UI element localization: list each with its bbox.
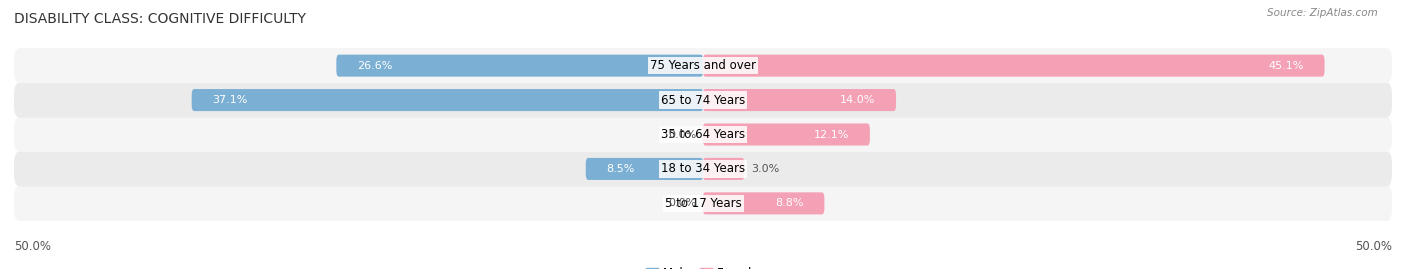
Text: Source: ZipAtlas.com: Source: ZipAtlas.com <box>1267 8 1378 18</box>
Text: 5 to 17 Years: 5 to 17 Years <box>665 197 741 210</box>
Text: 0.0%: 0.0% <box>668 198 696 208</box>
FancyBboxPatch shape <box>703 192 824 214</box>
Text: 18 to 34 Years: 18 to 34 Years <box>661 162 745 175</box>
Text: 0.0%: 0.0% <box>668 129 696 140</box>
Text: 3.0%: 3.0% <box>751 164 779 174</box>
FancyBboxPatch shape <box>191 89 703 111</box>
Text: 8.5%: 8.5% <box>606 164 636 174</box>
Text: 75 Years and over: 75 Years and over <box>650 59 756 72</box>
FancyBboxPatch shape <box>14 83 1392 118</box>
Text: 8.8%: 8.8% <box>775 198 804 208</box>
FancyBboxPatch shape <box>14 151 1392 186</box>
FancyBboxPatch shape <box>703 123 870 146</box>
Text: 37.1%: 37.1% <box>212 95 247 105</box>
FancyBboxPatch shape <box>703 158 744 180</box>
Text: 65 to 74 Years: 65 to 74 Years <box>661 94 745 107</box>
Text: 14.0%: 14.0% <box>839 95 875 105</box>
Text: 50.0%: 50.0% <box>1355 239 1392 253</box>
Legend: Male, Female: Male, Female <box>647 267 759 269</box>
FancyBboxPatch shape <box>703 89 896 111</box>
Text: DISABILITY CLASS: COGNITIVE DIFFICULTY: DISABILITY CLASS: COGNITIVE DIFFICULTY <box>14 12 307 26</box>
Text: 26.6%: 26.6% <box>357 61 392 71</box>
FancyBboxPatch shape <box>586 158 703 180</box>
Text: 50.0%: 50.0% <box>14 239 51 253</box>
Text: 35 to 64 Years: 35 to 64 Years <box>661 128 745 141</box>
FancyBboxPatch shape <box>14 48 1392 83</box>
FancyBboxPatch shape <box>14 117 1392 152</box>
FancyBboxPatch shape <box>703 55 1324 77</box>
Text: 45.1%: 45.1% <box>1268 61 1303 71</box>
FancyBboxPatch shape <box>336 55 703 77</box>
Text: 12.1%: 12.1% <box>814 129 849 140</box>
FancyBboxPatch shape <box>14 186 1392 221</box>
